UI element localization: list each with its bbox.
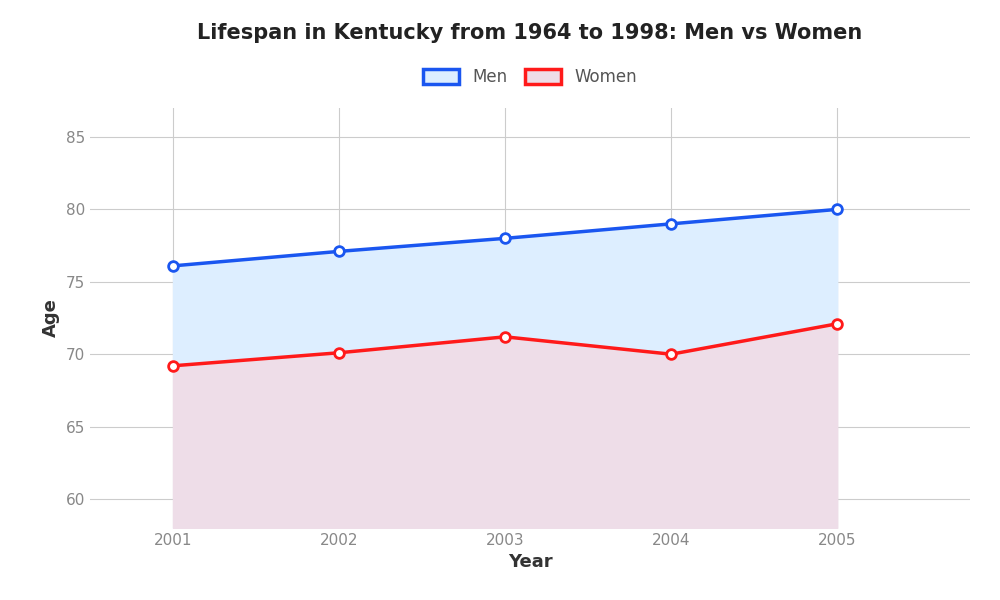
Title: Lifespan in Kentucky from 1964 to 1998: Men vs Women: Lifespan in Kentucky from 1964 to 1998: … <box>197 23 863 43</box>
X-axis label: Year: Year <box>508 553 552 571</box>
Legend: Men, Women: Men, Women <box>416 62 644 93</box>
Y-axis label: Age: Age <box>42 299 60 337</box>
